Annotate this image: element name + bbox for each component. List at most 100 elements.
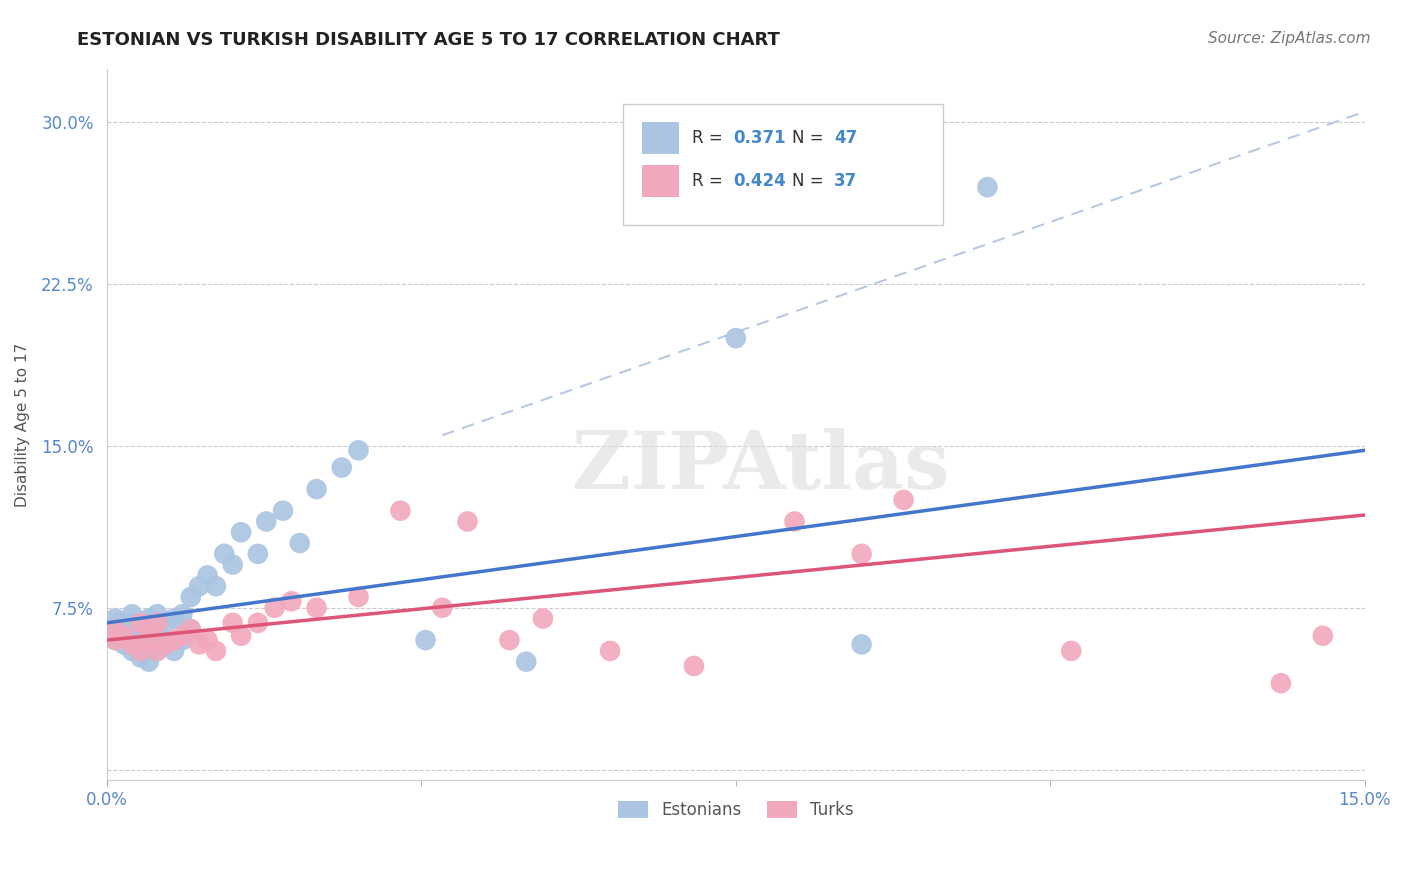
Point bbox=[330, 460, 353, 475]
Point bbox=[146, 644, 169, 658]
Point bbox=[155, 637, 177, 651]
Point bbox=[305, 482, 328, 496]
Point bbox=[197, 568, 219, 582]
Point bbox=[180, 623, 202, 637]
Point bbox=[305, 600, 328, 615]
Point bbox=[246, 615, 269, 630]
Y-axis label: Disability Age 5 to 17: Disability Age 5 to 17 bbox=[15, 343, 30, 507]
Point bbox=[271, 504, 294, 518]
Point bbox=[121, 637, 143, 651]
Point bbox=[112, 623, 135, 637]
Point bbox=[129, 633, 152, 648]
Point bbox=[229, 629, 252, 643]
Point bbox=[172, 607, 194, 622]
Point bbox=[138, 633, 160, 648]
Point bbox=[222, 615, 245, 630]
Point bbox=[172, 633, 194, 648]
Point bbox=[214, 547, 236, 561]
Point bbox=[205, 579, 228, 593]
Point bbox=[117, 629, 139, 643]
Point bbox=[188, 579, 211, 593]
Point bbox=[180, 590, 202, 604]
Point bbox=[163, 644, 186, 658]
Point bbox=[1270, 676, 1292, 690]
Point bbox=[280, 594, 302, 608]
Point bbox=[104, 633, 127, 648]
Point bbox=[108, 615, 131, 630]
Point bbox=[432, 600, 454, 615]
Point bbox=[976, 180, 998, 194]
Point bbox=[347, 443, 370, 458]
Point bbox=[155, 615, 177, 630]
Point bbox=[121, 644, 143, 658]
Point bbox=[129, 650, 152, 665]
Point bbox=[347, 590, 370, 604]
Point bbox=[415, 633, 437, 648]
Point bbox=[138, 623, 160, 637]
Point bbox=[146, 629, 169, 643]
Point bbox=[121, 615, 143, 630]
Point bbox=[457, 515, 479, 529]
FancyBboxPatch shape bbox=[641, 165, 679, 196]
Text: ZIPAtlas: ZIPAtlas bbox=[572, 428, 949, 506]
Point bbox=[104, 633, 127, 648]
Point bbox=[893, 492, 915, 507]
Point bbox=[389, 504, 412, 518]
Point bbox=[724, 331, 747, 345]
Point bbox=[104, 623, 127, 637]
Point bbox=[851, 547, 873, 561]
Point bbox=[683, 659, 706, 673]
Point bbox=[246, 547, 269, 561]
Point bbox=[783, 515, 806, 529]
Point bbox=[129, 644, 152, 658]
Text: N =: N = bbox=[793, 129, 830, 147]
Point bbox=[188, 637, 211, 651]
Text: 0.424: 0.424 bbox=[734, 171, 786, 190]
Point bbox=[599, 644, 621, 658]
Point bbox=[515, 655, 537, 669]
Text: Source: ZipAtlas.com: Source: ZipAtlas.com bbox=[1208, 31, 1371, 46]
Text: N =: N = bbox=[793, 171, 830, 190]
Point bbox=[100, 623, 122, 637]
Point bbox=[163, 633, 186, 648]
Point bbox=[138, 637, 160, 651]
Point bbox=[112, 629, 135, 643]
Text: 37: 37 bbox=[834, 171, 858, 190]
Point bbox=[205, 644, 228, 658]
Text: R =: R = bbox=[692, 171, 728, 190]
FancyBboxPatch shape bbox=[623, 104, 943, 225]
Point bbox=[229, 525, 252, 540]
Point bbox=[222, 558, 245, 572]
Point bbox=[146, 615, 169, 630]
Point bbox=[1060, 644, 1083, 658]
Point bbox=[138, 655, 160, 669]
Text: 0.371: 0.371 bbox=[734, 129, 786, 147]
Point bbox=[197, 633, 219, 648]
Point bbox=[121, 607, 143, 622]
Point bbox=[104, 611, 127, 625]
Point bbox=[138, 623, 160, 637]
Point bbox=[531, 611, 554, 625]
Point bbox=[172, 629, 194, 643]
Point bbox=[498, 633, 520, 648]
FancyBboxPatch shape bbox=[641, 122, 679, 154]
Text: ESTONIAN VS TURKISH DISABILITY AGE 5 TO 17 CORRELATION CHART: ESTONIAN VS TURKISH DISABILITY AGE 5 TO … bbox=[77, 31, 780, 49]
Point bbox=[138, 611, 160, 625]
Text: R =: R = bbox=[692, 129, 728, 147]
Point bbox=[254, 515, 277, 529]
Point bbox=[851, 637, 873, 651]
Text: 47: 47 bbox=[834, 129, 858, 147]
Point bbox=[129, 615, 152, 630]
Point bbox=[263, 600, 285, 615]
Legend: Estonians, Turks: Estonians, Turks bbox=[612, 794, 860, 825]
Point bbox=[129, 615, 152, 630]
Point bbox=[1312, 629, 1334, 643]
Point bbox=[112, 637, 135, 651]
Point bbox=[146, 607, 169, 622]
Point bbox=[163, 611, 186, 625]
Point bbox=[121, 633, 143, 648]
Point bbox=[288, 536, 311, 550]
Point bbox=[146, 644, 169, 658]
Point bbox=[180, 623, 202, 637]
Point bbox=[155, 637, 177, 651]
